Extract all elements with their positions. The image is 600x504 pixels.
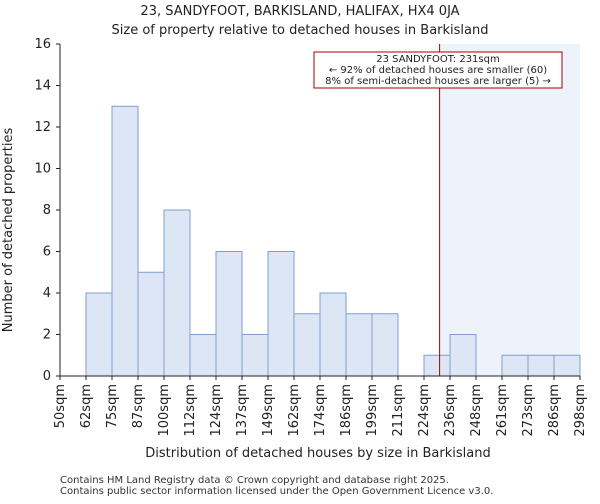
bar-137sqm <box>241 334 269 377</box>
y-tick-label-4: 4 <box>43 286 51 301</box>
bar-149sqm <box>267 251 295 377</box>
x-tick-label-298sqm: 298sqm <box>573 384 588 437</box>
x-tick-label-112sqm: 112sqm <box>183 384 198 437</box>
y-tick-label-12: 12 <box>34 120 51 135</box>
bar-286sqm <box>553 354 581 377</box>
bar-273sqm <box>527 354 555 377</box>
x-tick-label-50sqm: 50sqm <box>53 384 68 428</box>
bar-186sqm <box>345 313 373 377</box>
bar-62sqm <box>85 292 113 377</box>
x-tick-label-236sqm: 236sqm <box>443 384 458 437</box>
bar-174sqm <box>319 292 347 377</box>
y-ticks-group: 0 2 4 6 8 10 12 14 16 <box>34 37 60 384</box>
x-tick-label-286sqm: 286sqm <box>547 384 562 437</box>
y-tick-label-2: 2 <box>43 328 51 343</box>
bar-236sqm <box>449 334 477 377</box>
x-tick-label-224sqm: 224sqm <box>417 384 432 437</box>
x-tick-label-248sqm: 248sqm <box>469 384 484 437</box>
x-tick-label-174sqm: 174sqm <box>313 384 328 437</box>
y-tick-label-16: 16 <box>34 37 51 52</box>
y-tick-label-10: 10 <box>34 162 51 177</box>
annotation-line-3: 8% of semi-detached houses are larger (5… <box>325 76 551 87</box>
bars-group <box>85 105 581 377</box>
bar-199sqm <box>371 313 399 377</box>
footer-line-1: Contains HM Land Registry data © Crown c… <box>60 475 449 486</box>
bar-224sqm <box>423 354 451 377</box>
x-tick-label-149sqm: 149sqm <box>261 384 276 437</box>
y-tick-label-0: 0 <box>43 369 51 384</box>
x-tick-label-87sqm: 87sqm <box>131 384 146 428</box>
x-tick-label-199sqm: 199sqm <box>365 384 380 437</box>
x-tick-label-62sqm: 62sqm <box>79 384 94 428</box>
x-tick-label-100sqm: 100sqm <box>157 384 172 437</box>
x-tick-label-273sqm: 273sqm <box>521 384 536 437</box>
annotation-border <box>313 51 563 89</box>
x-axis-label: Distribution of detached houses by size … <box>145 446 490 461</box>
highlight-region <box>439 44 580 376</box>
chart-title: 23, SANDYFOOT, BARKISLAND, HALIFAX, HX4 … <box>140 4 459 19</box>
x-tick-label-75sqm: 75sqm <box>105 384 120 428</box>
bar-162sqm <box>293 313 321 377</box>
annotation-box: 23 SANDYFOOT: 231sqm ← 92% of detached h… <box>313 51 563 89</box>
y-tick-label-14: 14 <box>34 79 51 94</box>
y-tick-label-6: 6 <box>43 245 51 260</box>
x-tick-label-261sqm: 261sqm <box>495 384 510 437</box>
annotation-line-1: 23 SANDYFOOT: 231sqm <box>376 54 499 65</box>
x-tick-label-162sqm: 162sqm <box>287 384 302 437</box>
highlight-area <box>439 44 580 376</box>
x-tick-label-211sqm: 211sqm <box>391 384 406 437</box>
chart-subtitle: Size of property relative to detached ho… <box>112 23 489 38</box>
annotation-line-2: ← 92% of detached houses are smaller (60… <box>329 65 547 76</box>
bar-112sqm <box>189 334 217 377</box>
footer-line-2: Contains public sector information licen… <box>60 486 493 497</box>
y-tick-label-8: 8 <box>43 203 51 218</box>
x-tick-label-137sqm: 137sqm <box>235 384 250 437</box>
bar-261sqm <box>501 354 529 377</box>
bar-100sqm <box>163 209 191 377</box>
x-tick-label-186sqm: 186sqm <box>339 384 354 437</box>
bar-124sqm <box>215 251 243 377</box>
bar-75sqm <box>111 105 139 377</box>
x-tick-label-124sqm: 124sqm <box>209 384 224 437</box>
bar-87sqm <box>137 271 165 377</box>
y-axis-label: Number of detached properties <box>1 128 16 333</box>
x-ticks-group: 50sqm 62sqm 75sqm 87sqm 100sqm 112sqm 124sqm 13… <box>53 376 588 437</box>
